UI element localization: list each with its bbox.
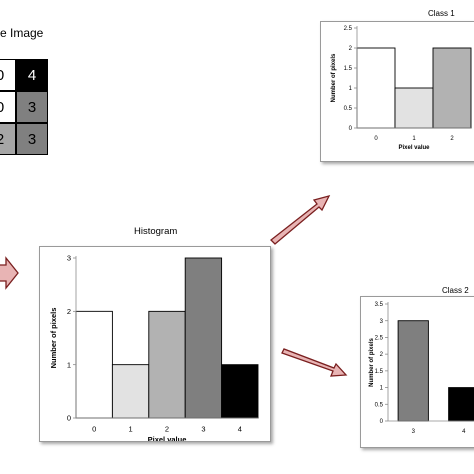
- x-tick-label: 4: [238, 425, 242, 434]
- y-tick-label: 1.5: [344, 66, 353, 72]
- bar: [432, 47, 472, 129]
- class2-svg: 0 0.5 1 1.5 2 2.5 3 3.5 3 4 Number of pixels: [369, 302, 474, 435]
- x-tick-label: 3: [201, 425, 205, 434]
- bar: [111, 364, 150, 419]
- class1-svg: 0 0.5 1 1.5 2 2.5 0 1 2 Pixel value Number of pixe…: [331, 26, 472, 151]
- y-tick-label: 0.5: [344, 106, 353, 112]
- y-tick-label: 1: [67, 360, 71, 369]
- bar: [148, 310, 186, 419]
- arrow-to-class1-icon: [270, 195, 331, 245]
- y-axis-label: Number of pixels: [369, 338, 375, 387]
- y-tick-label: 1: [380, 386, 384, 392]
- y-tick-label: 0: [380, 419, 384, 425]
- x-tick-label: 3: [412, 429, 416, 435]
- class1-chart: 0 0.5 1 1.5 2 2.5 0 1 2 Pixel value Number of pixe…: [320, 21, 474, 162]
- y-tick-label: 3: [380, 319, 384, 325]
- histogram-chart: 0 1 2 3 0 1 2 3 4 Pixel value Number of pixels: [39, 246, 271, 444]
- x-axis-label: Pixel value: [398, 145, 430, 151]
- pixel-cell: 2: [0, 123, 16, 155]
- y-tick-label: 1: [349, 86, 353, 92]
- y-axis-label: Number of pixels: [331, 53, 337, 102]
- histogram-title: Histogram: [134, 226, 178, 237]
- image-title: e Image: [0, 26, 44, 40]
- bar: [448, 387, 474, 422]
- bar: [394, 87, 434, 129]
- class2-chart: 0 0.5 1 1.5 2 2.5 3 3.5 3 4 Number of pixels: [360, 296, 474, 448]
- bar: [75, 310, 113, 419]
- x-tick-label: 0: [374, 136, 378, 142]
- x-tick-label: 2: [165, 425, 169, 434]
- histogram-svg: 0 1 2 3 0 1 2 3 4 Pixel value Number of pixels: [49, 254, 259, 444]
- pixel-cell: 3: [16, 123, 48, 155]
- x-tick-label: 2: [450, 136, 454, 142]
- bar: [184, 257, 223, 419]
- pixel-cell: 0: [0, 91, 16, 123]
- pixel-cell: 0: [0, 59, 16, 91]
- y-tick-label: 0.5: [375, 402, 384, 408]
- x-tick-label: 1: [129, 425, 133, 434]
- arrow-to-class2-icon: [281, 348, 348, 377]
- y-tick-label: 0: [349, 126, 353, 132]
- y-tick-label: 3.5: [375, 302, 384, 308]
- pixel-grid: 040323: [0, 59, 48, 155]
- arrow-into-histogram-icon: [0, 256, 19, 290]
- pixel-cell: 3: [16, 91, 48, 123]
- y-tick-label: 2: [67, 307, 71, 316]
- class2-title: Class 2: [442, 286, 469, 295]
- bar: [397, 320, 429, 422]
- pixel-cell: 4: [16, 59, 48, 91]
- y-tick-label: 2: [380, 352, 384, 358]
- x-tick-label: 0: [92, 425, 96, 434]
- y-tick-label: 0: [67, 414, 71, 423]
- y-axis-label: Number of pixels: [49, 308, 58, 369]
- x-tick-label: 4: [462, 429, 466, 435]
- y-tick-label: 3: [67, 254, 71, 263]
- bar: [356, 47, 396, 129]
- y-tick-label: 2.5: [344, 26, 353, 32]
- class1-title: Class 1: [428, 9, 455, 18]
- y-tick-label: 1.5: [375, 369, 384, 375]
- x-axis-label: Pixel value: [148, 435, 187, 441]
- x-tick-label: 1: [412, 136, 416, 142]
- y-tick-label: 2.5: [375, 336, 384, 342]
- y-tick-label: 2: [349, 46, 353, 52]
- bar: [221, 364, 259, 419]
